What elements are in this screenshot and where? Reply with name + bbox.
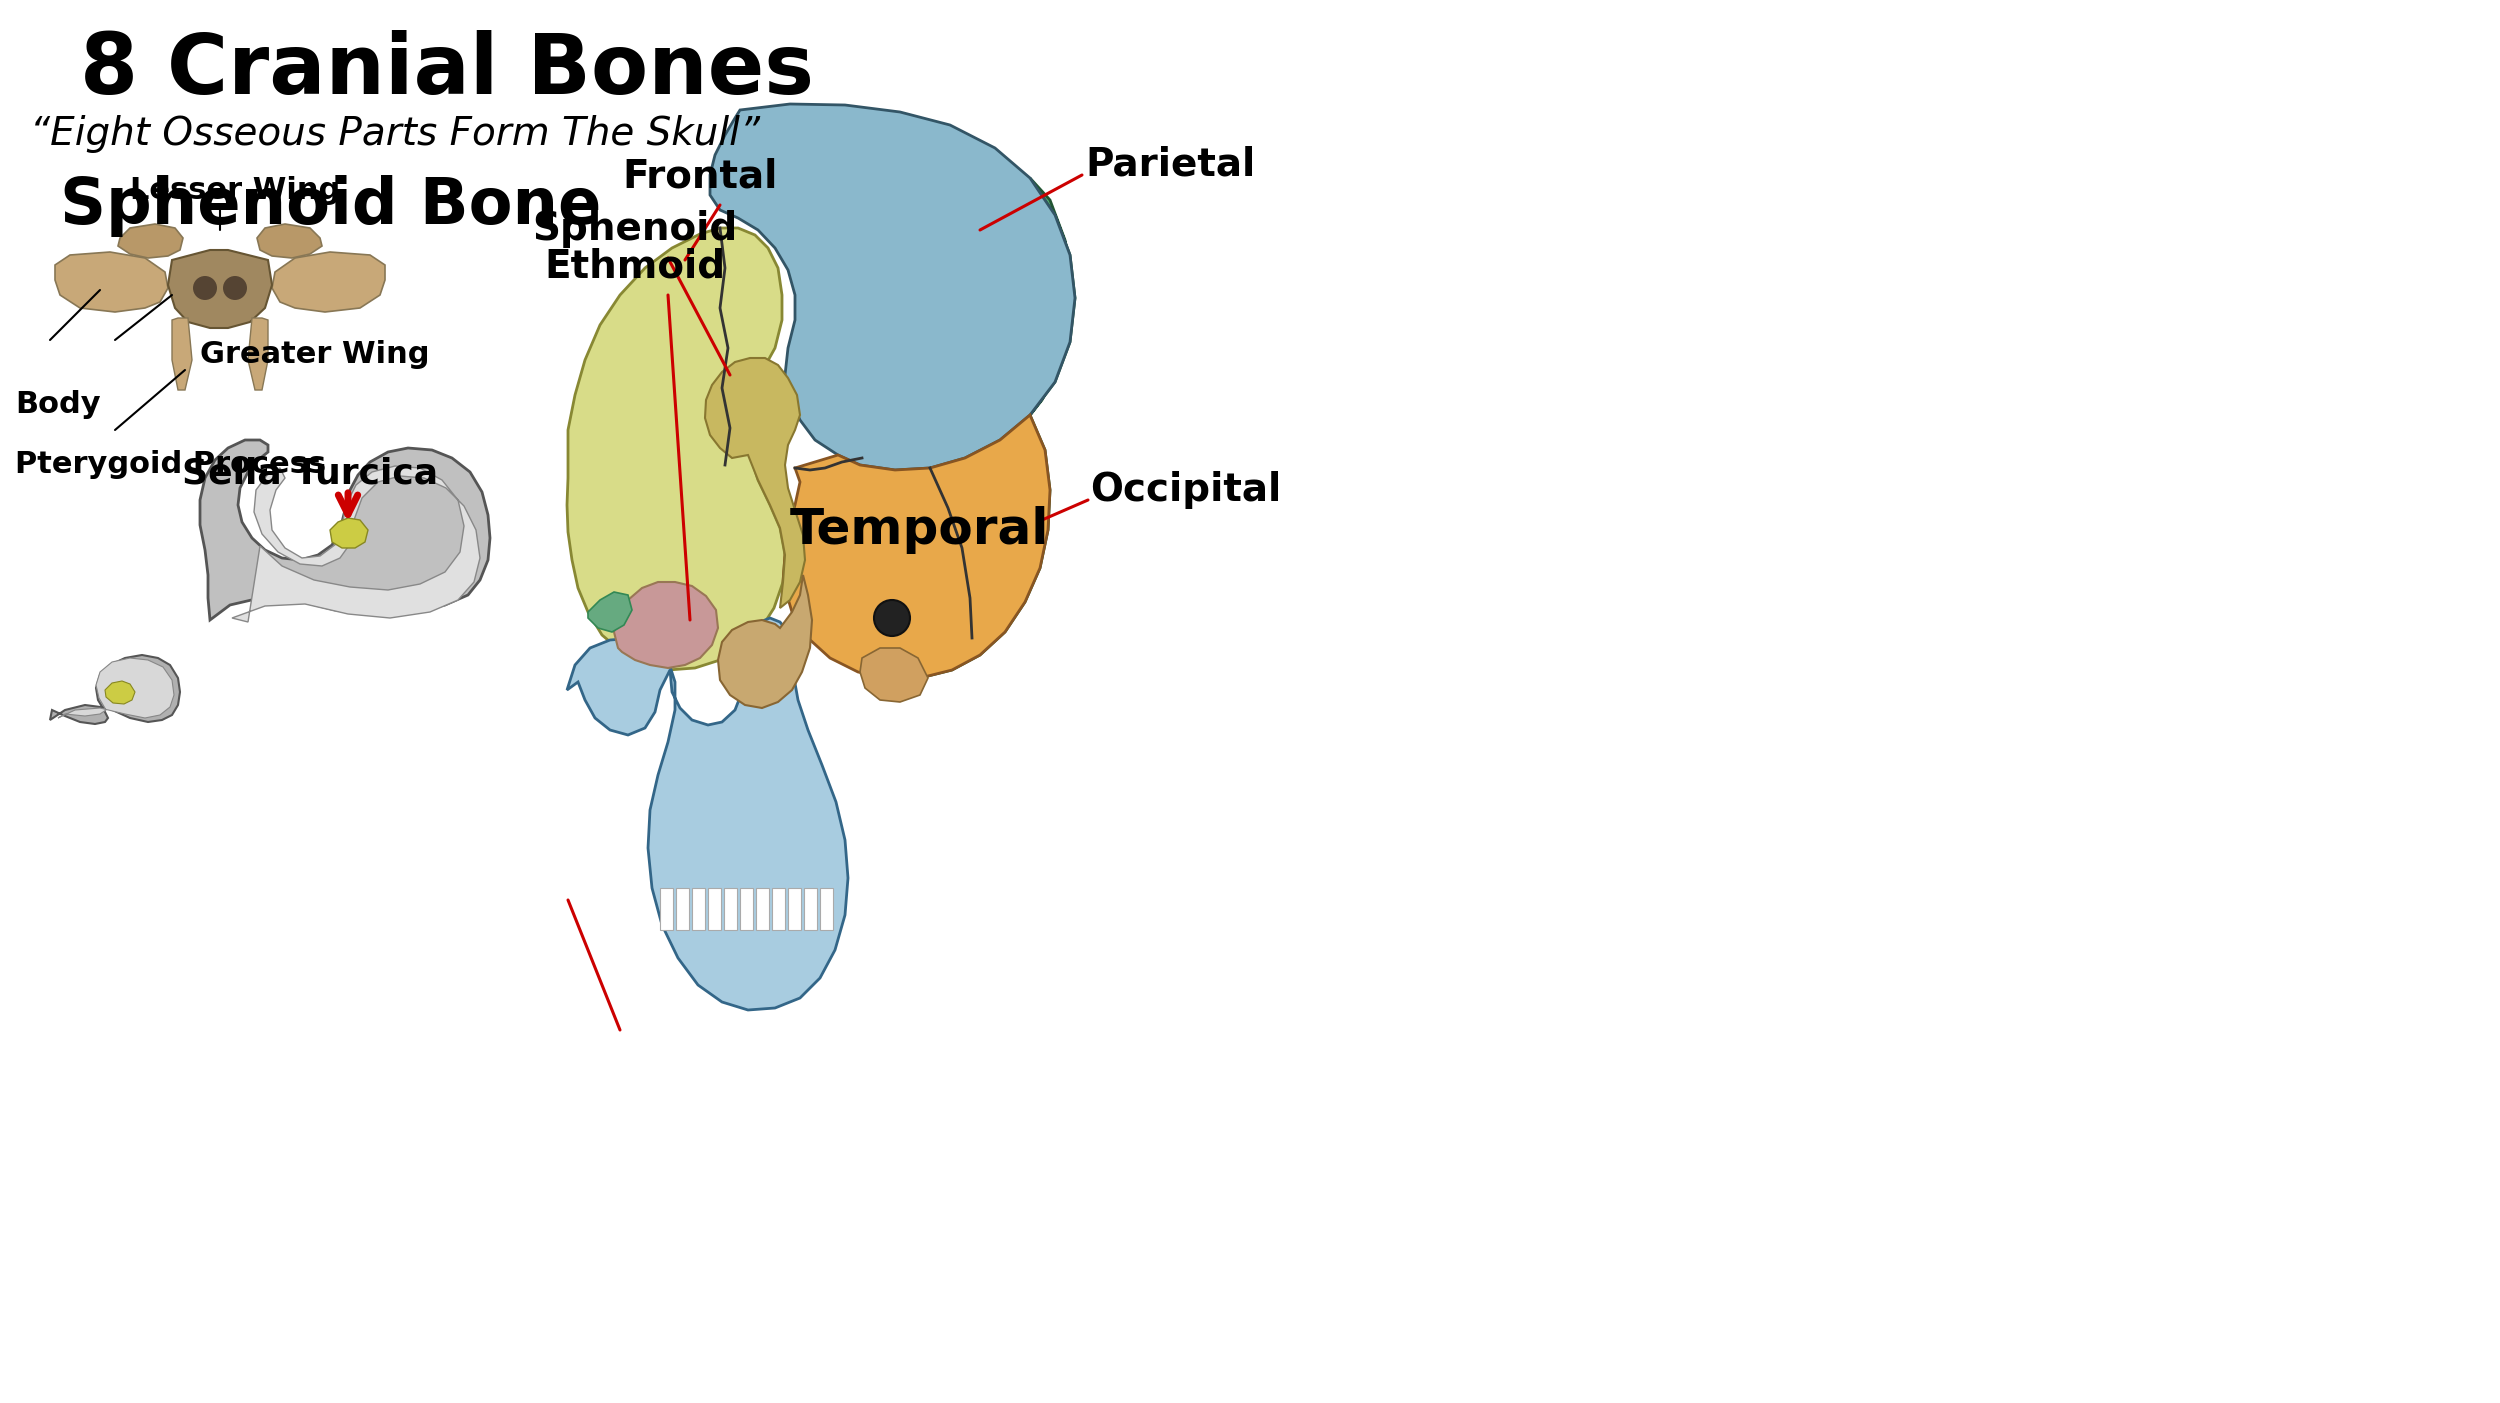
- Polygon shape: [860, 648, 928, 702]
- Text: Sphenoid: Sphenoid: [532, 210, 738, 248]
- Text: Pterygoid Process: Pterygoid Process: [15, 450, 325, 478]
- Polygon shape: [710, 104, 1075, 470]
- Text: Body: Body: [15, 390, 100, 419]
- Polygon shape: [707, 888, 720, 930]
- Polygon shape: [725, 888, 738, 930]
- Polygon shape: [740, 888, 752, 930]
- Text: Sphenoid Bone: Sphenoid Bone: [60, 175, 602, 237]
- Text: Lesser Wing: Lesser Wing: [130, 175, 340, 205]
- Polygon shape: [173, 318, 192, 390]
- Circle shape: [192, 276, 218, 300]
- Polygon shape: [330, 518, 367, 549]
- Polygon shape: [820, 888, 832, 930]
- Text: Ethmoid: Ethmoid: [545, 247, 725, 285]
- Circle shape: [222, 276, 248, 300]
- Polygon shape: [58, 658, 175, 718]
- Polygon shape: [105, 680, 135, 704]
- Polygon shape: [50, 655, 180, 724]
- Polygon shape: [660, 888, 672, 930]
- Text: Parietal: Parietal: [1085, 146, 1255, 184]
- Text: Greater Wing: Greater Wing: [200, 340, 430, 369]
- Polygon shape: [55, 253, 168, 311]
- Polygon shape: [588, 592, 632, 631]
- Text: 8 Cranial Bones: 8 Cranial Bones: [80, 29, 815, 111]
- Text: “Eight Osseous Parts Form The Skull”: “Eight Osseous Parts Form The Skull”: [30, 115, 760, 153]
- Text: Frontal: Frontal: [622, 157, 778, 195]
- Polygon shape: [615, 582, 718, 668]
- Polygon shape: [675, 888, 690, 930]
- Polygon shape: [878, 178, 1075, 678]
- Polygon shape: [232, 466, 480, 622]
- Text: Occipital: Occipital: [1090, 471, 1282, 509]
- Polygon shape: [782, 415, 1050, 678]
- Circle shape: [875, 600, 910, 636]
- Polygon shape: [705, 358, 805, 607]
- Polygon shape: [718, 575, 813, 709]
- Polygon shape: [272, 253, 385, 311]
- Polygon shape: [258, 224, 322, 258]
- Polygon shape: [788, 888, 800, 930]
- Polygon shape: [248, 318, 268, 390]
- Polygon shape: [693, 888, 705, 930]
- Polygon shape: [168, 250, 272, 328]
- Polygon shape: [772, 888, 785, 930]
- Polygon shape: [755, 888, 770, 930]
- Polygon shape: [118, 224, 182, 258]
- Polygon shape: [805, 888, 818, 930]
- Polygon shape: [568, 617, 848, 1010]
- Polygon shape: [568, 229, 785, 671]
- Text: Sella Turcica: Sella Turcica: [182, 456, 438, 490]
- Polygon shape: [200, 441, 490, 620]
- Text: Temporal: Temporal: [790, 506, 1050, 554]
